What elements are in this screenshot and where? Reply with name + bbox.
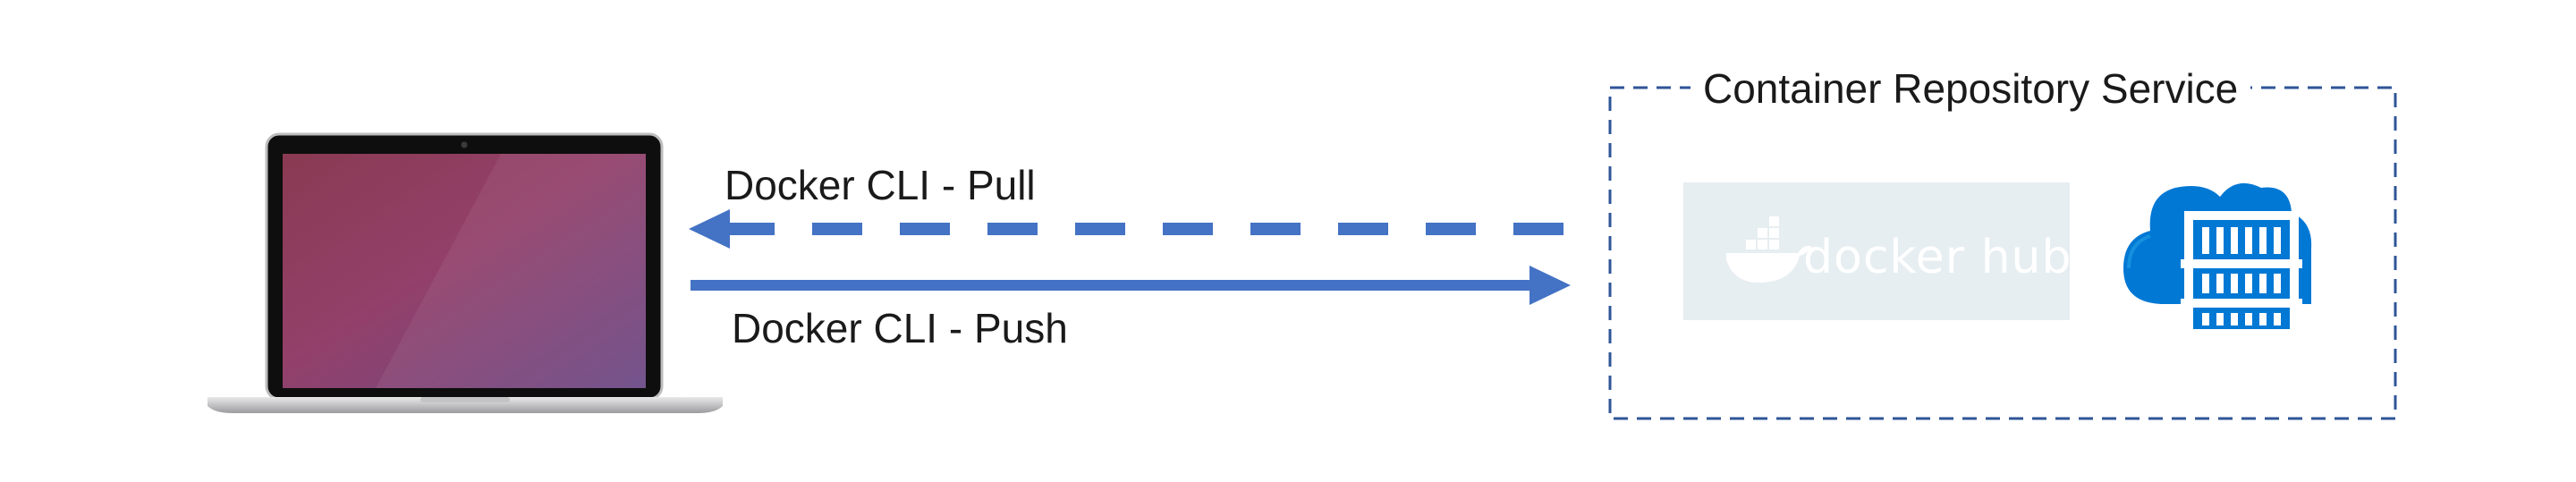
laptop-icon bbox=[208, 132, 723, 413]
azure-container-registry-icon bbox=[2123, 182, 2312, 338]
pull-label: Docker CLI - Pull bbox=[724, 162, 1036, 208]
push-arrow bbox=[691, 266, 1571, 305]
pull-arrow bbox=[689, 209, 1563, 249]
push-label: Docker CLI - Push bbox=[732, 305, 1068, 351]
docker-hub-logo bbox=[1683, 182, 2070, 320]
docker-hub-logo-text: docker hub bbox=[1803, 231, 2072, 284]
repository-title: Container Repository Service bbox=[1690, 68, 2251, 109]
